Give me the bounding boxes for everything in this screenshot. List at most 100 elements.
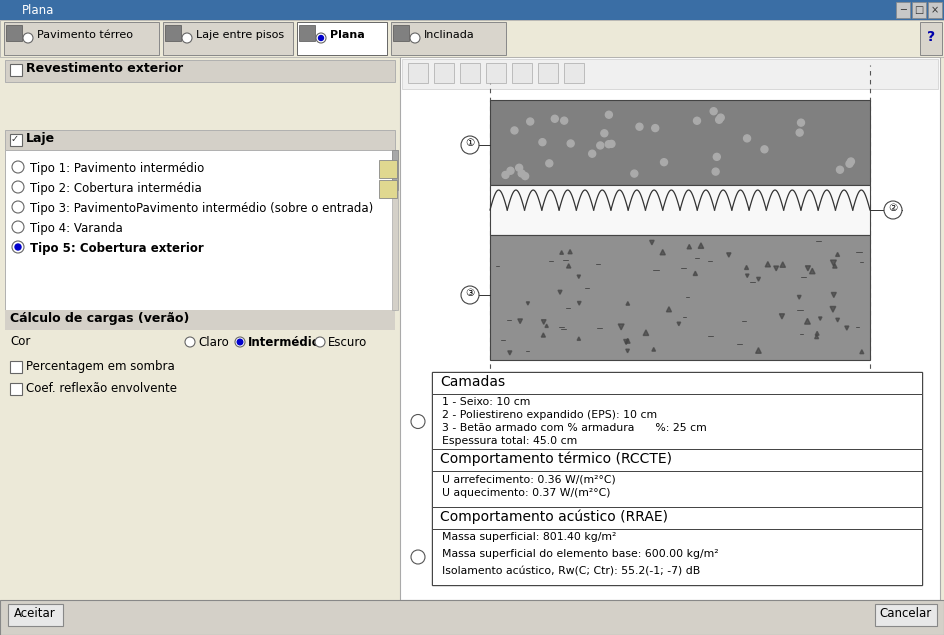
Bar — [10, 383, 22, 395]
Text: 1 - Seixo: 10 cm: 1 - Seixo: 10 cm — [442, 397, 531, 407]
Text: Percentagem em sombra: Percentagem em sombra — [26, 360, 175, 373]
Text: 2 - Poliestireno expandido (EPS): 10 cm: 2 - Poliestireno expandido (EPS): 10 cm — [442, 410, 657, 420]
Bar — [163, 22, 293, 55]
Bar — [0, 600, 944, 635]
Circle shape — [846, 160, 853, 167]
Bar — [5, 60, 395, 82]
Text: Aceitar: Aceitar — [14, 607, 56, 620]
Circle shape — [318, 36, 324, 41]
Text: Comportamento térmico (RCCTE): Comportamento térmico (RCCTE) — [440, 452, 672, 467]
Polygon shape — [649, 240, 654, 245]
Circle shape — [12, 221, 24, 233]
Polygon shape — [568, 250, 572, 254]
Polygon shape — [558, 290, 562, 294]
Circle shape — [561, 117, 567, 124]
Polygon shape — [660, 250, 666, 255]
Text: □: □ — [915, 5, 923, 15]
Bar — [912, 2, 926, 18]
Bar — [5, 150, 395, 310]
Circle shape — [600, 130, 608, 137]
Polygon shape — [798, 295, 801, 299]
Text: U aquecimento: 0.37 W/(m²°C): U aquecimento: 0.37 W/(m²°C) — [442, 488, 611, 498]
Circle shape — [461, 286, 479, 304]
Bar — [486, 63, 506, 83]
Circle shape — [884, 201, 902, 219]
Circle shape — [744, 135, 750, 142]
Bar — [402, 59, 938, 89]
Circle shape — [589, 150, 596, 157]
Polygon shape — [815, 335, 818, 338]
Text: ③: ③ — [465, 288, 475, 298]
Polygon shape — [780, 262, 785, 267]
Bar — [379, 180, 397, 198]
Circle shape — [567, 140, 574, 147]
Bar — [6, 25, 22, 41]
Polygon shape — [508, 351, 512, 355]
Bar — [928, 2, 942, 18]
Polygon shape — [643, 330, 649, 335]
Bar — [0, 57, 944, 600]
Bar — [564, 63, 584, 83]
Polygon shape — [804, 318, 810, 324]
Text: Massa superficial do elemento base: 600.00 kg/m²: Massa superficial do elemento base: 600.… — [442, 549, 718, 559]
Text: Cancelar: Cancelar — [880, 607, 932, 620]
Text: Coef. reflexão envolvente: Coef. reflexão envolvente — [26, 382, 177, 395]
Circle shape — [410, 33, 420, 43]
Polygon shape — [810, 268, 815, 274]
Text: ?: ? — [927, 30, 936, 44]
Text: Isolamento acústico, Rw(C; Ctr): 55.2(-1; -7) dB: Isolamento acústico, Rw(C; Ctr): 55.2(-1… — [442, 566, 700, 576]
Circle shape — [636, 123, 643, 130]
Bar — [432, 507, 922, 529]
Circle shape — [12, 241, 24, 253]
Polygon shape — [746, 274, 749, 277]
Polygon shape — [816, 331, 819, 335]
Bar — [896, 2, 910, 18]
Circle shape — [796, 129, 803, 136]
Text: ①: ① — [465, 138, 475, 148]
Polygon shape — [545, 324, 548, 328]
Circle shape — [182, 33, 192, 43]
Circle shape — [710, 108, 717, 115]
Circle shape — [12, 201, 24, 213]
Bar — [432, 449, 922, 471]
Text: Laje: Laje — [26, 132, 55, 145]
Bar — [299, 25, 315, 41]
Text: Camadas: Camadas — [440, 375, 505, 389]
Bar — [408, 63, 428, 83]
Bar — [400, 57, 940, 600]
Circle shape — [522, 173, 529, 180]
Circle shape — [527, 118, 533, 125]
Polygon shape — [518, 319, 522, 324]
Bar — [10, 134, 22, 146]
Bar — [5, 82, 395, 130]
Bar — [0, 57, 400, 600]
Circle shape — [714, 154, 720, 161]
Text: Plana: Plana — [22, 4, 55, 17]
Polygon shape — [699, 243, 703, 248]
Circle shape — [631, 170, 638, 177]
Bar — [10, 361, 22, 373]
Circle shape — [23, 33, 33, 43]
Bar — [392, 150, 398, 310]
Circle shape — [546, 160, 553, 167]
Text: U arrefecimento: 0.36 W/(m²°C): U arrefecimento: 0.36 W/(m²°C) — [442, 474, 615, 484]
Polygon shape — [832, 293, 836, 298]
Polygon shape — [774, 266, 779, 271]
Text: ②: ② — [888, 203, 898, 213]
Bar — [490, 100, 870, 185]
Polygon shape — [805, 266, 811, 271]
Polygon shape — [618, 324, 624, 330]
Bar — [165, 25, 181, 41]
Bar — [393, 25, 409, 41]
Text: ✓: ✓ — [11, 134, 19, 144]
Text: Massa superficial: 801.40 kg/m²: Massa superficial: 801.40 kg/m² — [442, 532, 616, 542]
Polygon shape — [818, 317, 822, 320]
Polygon shape — [625, 338, 630, 344]
Polygon shape — [745, 265, 749, 269]
Text: Pavimento térreo: Pavimento térreo — [37, 30, 133, 40]
Polygon shape — [727, 253, 731, 257]
Text: Tipo 2: Cobertura intermédia: Tipo 2: Cobertura intermédia — [30, 182, 202, 195]
Text: Laje entre pisos: Laje entre pisos — [196, 30, 284, 40]
Circle shape — [502, 171, 509, 178]
Bar — [0, 20, 944, 57]
